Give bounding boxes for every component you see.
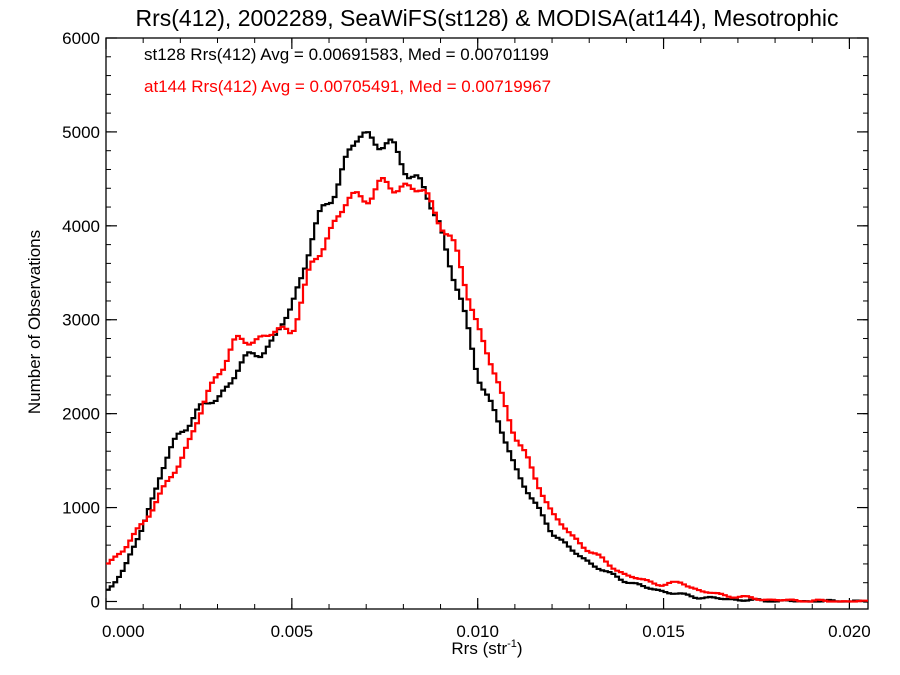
x-axis-label-superscript: -1	[507, 638, 517, 650]
x-axis-label-suffix: )	[517, 639, 523, 658]
minor-ticks	[105, 37, 868, 609]
x-axis-label: Rrs (str-1)	[451, 638, 522, 658]
x-axis-label-main: Rrs (str	[451, 639, 507, 658]
series-line-1	[106, 131, 868, 603]
major-ticks	[105, 37, 868, 609]
series-line-2	[106, 177, 868, 603]
y-tick-label: 3000	[62, 311, 100, 330]
y-tick-label: 1000	[62, 499, 100, 518]
x-tick-label: 0.000	[102, 622, 145, 641]
legend-series-2: at144 Rrs(412) Avg = 0.00705491, Med = 0…	[144, 77, 551, 96]
y-tick-label: 5000	[62, 123, 100, 142]
x-tick-labels: 0.000 0.005 0.010 0.015 0.020	[102, 622, 871, 641]
x-tick-label: 0.010	[456, 622, 499, 641]
y-tick-labels: 0 1000 2000 3000 4000 5000 6000	[62, 29, 100, 611]
x-tick-label: 0.020	[828, 622, 871, 641]
plot-frame	[105, 37, 869, 610]
y-tick-label: 6000	[62, 29, 100, 48]
series-layer	[106, 131, 868, 603]
x-tick-label: 0.005	[271, 622, 314, 641]
chart-title: Rrs(412), 2002289, SeaWiFS(st128) & MODI…	[135, 5, 838, 31]
y-axis-label: Number of Observations	[25, 230, 44, 414]
plot-area-border	[105, 37, 869, 610]
x-tick-label: 0.015	[642, 622, 685, 641]
y-tick-label: 4000	[62, 217, 100, 236]
y-tick-label: 0	[91, 592, 100, 611]
y-tick-label: 2000	[62, 405, 100, 424]
legend-series-1: st128 Rrs(412) Avg = 0.00691583, Med = 0…	[144, 45, 549, 64]
